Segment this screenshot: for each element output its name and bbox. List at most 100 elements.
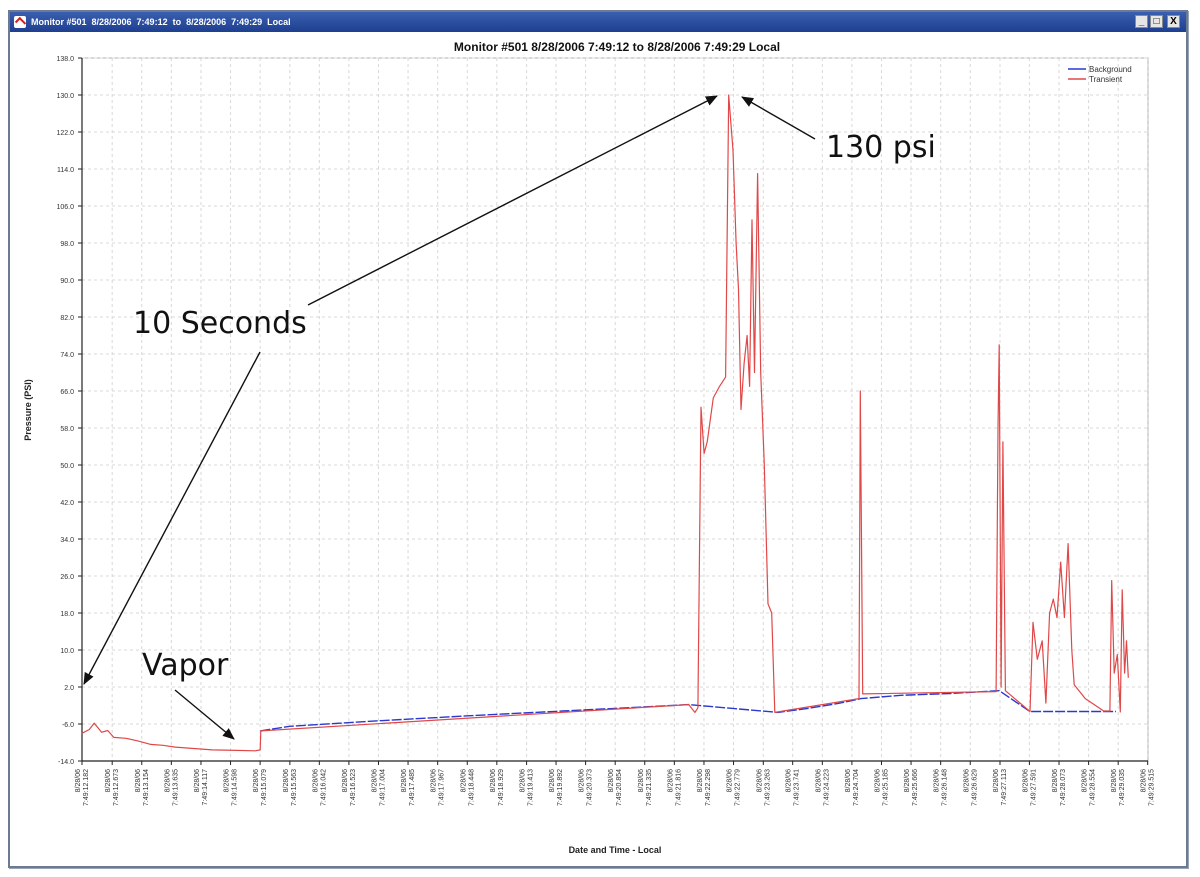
y-tick-label: 18.0 (60, 611, 74, 618)
y-tick-label: 58.0 (60, 426, 74, 433)
x-tick-label-date: 8/28/06 (283, 769, 290, 792)
x-tick-label-date: 8/28/06 (342, 769, 349, 792)
x-tick-label-time: 7:49:18.929 (498, 769, 505, 806)
x-tick-label-date: 8/28/06 (904, 769, 911, 792)
arrow-vapor (174, 689, 235, 740)
x-tick-label: 8/28/06 7:49:18.448 (460, 769, 475, 806)
x-tick-label: 8/28/06 7:49:23.263 (756, 769, 771, 806)
x-tick-label: 8/28/06 7:49:25.666 (904, 769, 919, 806)
y-tick-label: 66.0 (60, 389, 74, 396)
y-tick-label: 82.0 (60, 315, 74, 322)
x-tick-label: 8/28/06 7:49:20.854 (608, 769, 623, 806)
x-tick-label-date: 8/28/06 (224, 769, 231, 792)
close-icon: X (1170, 16, 1177, 27)
x-tick-label: 8/28/06 7:49:19.892 (549, 769, 564, 806)
x-tick-label-date: 8/28/06 (135, 769, 142, 792)
x-tick-label-time: 7:49:28.554 (1090, 769, 1097, 806)
x-tick-label-time: 7:49:26.148 (942, 769, 949, 806)
x-tick-label-date: 8/28/06 (431, 769, 438, 792)
y-tick-label: 98.0 (60, 241, 74, 248)
x-tick-label-time: 7:49:19.413 (528, 769, 535, 806)
x-tick-label: 8/28/06 7:49:15.563 (283, 769, 298, 806)
title-bar[interactable]: Monitor #501 8/28/2006 7:49:12 to 8/28/2… (10, 12, 1186, 32)
y-tick-label: 74.0 (60, 352, 74, 359)
arrow-peak (741, 96, 816, 140)
x-tick-label-time: 7:49:19.892 (557, 769, 564, 806)
x-tick-label-date: 8/28/06 (371, 769, 378, 792)
x-tick-label-time: 7:49:23.741 (794, 769, 801, 806)
x-tick-label-date: 8/28/06 (1082, 769, 1089, 792)
x-tick-label: 8/28/06 7:49:24.704 (845, 769, 860, 806)
x-tick-label-date: 8/28/06 (874, 769, 881, 792)
series-line-transient (81, 94, 1129, 752)
y-tick-label: 138.0 (56, 56, 74, 63)
legend-label: Background (1089, 65, 1132, 74)
x-tick-label-date: 8/28/06 (1111, 769, 1118, 792)
x-tick-label-date: 8/28/06 (845, 769, 852, 792)
x-tick-label-time: 7:49:21.335 (646, 769, 653, 806)
x-tick-label: 8/28/06 7:49:20.373 (579, 769, 594, 806)
x-tick-label-time: 7:49:27.591 (1030, 769, 1037, 806)
y-tick-label: 34.0 (60, 537, 74, 544)
y-tick-label: 2.0 (64, 685, 74, 692)
x-tick-label: 8/28/06 7:49:25.185 (874, 769, 889, 806)
x-tick-label-date: 8/28/06 (697, 769, 704, 792)
x-tick-label: 8/28/06 7:49:26.148 (934, 769, 949, 806)
x-tick-label-time: 7:49:22.779 (735, 769, 742, 806)
x-tick-label-date: 8/28/06 (815, 769, 822, 792)
x-tick-label: 8/28/06 7:49:17.004 (371, 769, 386, 806)
x-tick-label-time: 7:49:23.263 (764, 769, 771, 806)
x-tick-label: 8/28/06 7:49:29.035 (1111, 769, 1126, 806)
x-tick-label-date: 8/28/06 (579, 769, 586, 792)
x-axis-title: Date and Time - Local (569, 845, 662, 855)
y-tick-label: 90.0 (60, 278, 74, 285)
x-tick-label-time: 7:49:16.042 (320, 769, 327, 806)
arrow-ten-seconds-to-peak (307, 95, 718, 306)
x-tick-label-date: 8/28/06 (520, 769, 527, 792)
x-tick-label-time: 7:49:29.035 (1119, 769, 1126, 806)
x-tick-label: 8/28/06 7:49:24.223 (815, 769, 830, 806)
x-tick-label-date: 8/28/06 (105, 769, 112, 792)
x-tick-label-date: 8/28/06 (1141, 769, 1148, 792)
annotation-vapor: Vapor (142, 648, 229, 683)
y-tick-label: 130.0 (56, 93, 74, 100)
maximize-icon: □ (1153, 16, 1160, 27)
x-tick-label-date: 8/28/06 (608, 769, 615, 792)
x-tick-label: 8/28/06 7:49:27.591 (1022, 769, 1037, 806)
x-tick-label-time: 7:49:25.666 (912, 769, 919, 806)
x-tick-label: 8/28/06 7:49:27.113 (993, 769, 1008, 806)
y-tick-label: -14.0 (58, 759, 74, 766)
x-tick-label: 8/28/06 7:49:22.298 (697, 769, 712, 806)
x-tick-label-time: 7:49:12.182 (83, 769, 90, 806)
app-icon (14, 16, 26, 28)
minimize-button[interactable]: _ (1135, 15, 1148, 28)
x-tick-label: 8/28/06 7:49:17.967 (431, 769, 446, 806)
x-tick-label-time: 7:49:28.073 (1060, 769, 1067, 806)
plot-area (81, 57, 1149, 762)
x-tick-label-time: 7:49:13.154 (143, 769, 150, 806)
x-tick-label-time: 7:49:27.113 (1001, 769, 1008, 806)
chart-title: Monitor #501 8/28/2006 7:49:12 to 8/28/2… (454, 40, 780, 54)
x-tick-label-date: 8/28/06 (401, 769, 408, 792)
x-tick-label-date: 8/28/06 (963, 769, 970, 792)
x-tick-label: 8/28/06 7:49:18.929 (490, 769, 505, 806)
arrow-ten-seconds-to-start (83, 351, 261, 685)
y-tick-label: 10.0 (60, 648, 74, 655)
minimize-icon: _ (1138, 16, 1145, 27)
x-tick-label-date: 8/28/06 (756, 769, 763, 792)
x-tick-label: 8/28/06 7:49:14.117 (194, 769, 209, 806)
x-tick-label-date: 8/28/06 (460, 769, 467, 792)
close-button[interactable]: X (1167, 15, 1180, 28)
x-tick-label-time: 7:49:21.816 (675, 769, 682, 806)
x-tick-label-time: 7:49:25.185 (882, 769, 889, 806)
annotation-ten-seconds: 10 Seconds (133, 306, 307, 341)
x-tick-label-date: 8/28/06 (1022, 769, 1029, 792)
maximize-button[interactable]: □ (1150, 15, 1163, 28)
x-tick-label-time: 7:49:17.485 (409, 769, 416, 806)
x-tick-label-time: 7:49:15.079 (261, 769, 268, 806)
x-tick-label-time: 7:49:17.004 (379, 769, 386, 806)
x-tick-label: 8/28/06 7:49:12.673 (105, 769, 120, 806)
x-tick-label-date: 8/28/06 (253, 769, 260, 792)
x-tick-label: 8/28/06 7:49:19.413 (520, 769, 535, 806)
legend-label: Transient (1089, 75, 1123, 84)
